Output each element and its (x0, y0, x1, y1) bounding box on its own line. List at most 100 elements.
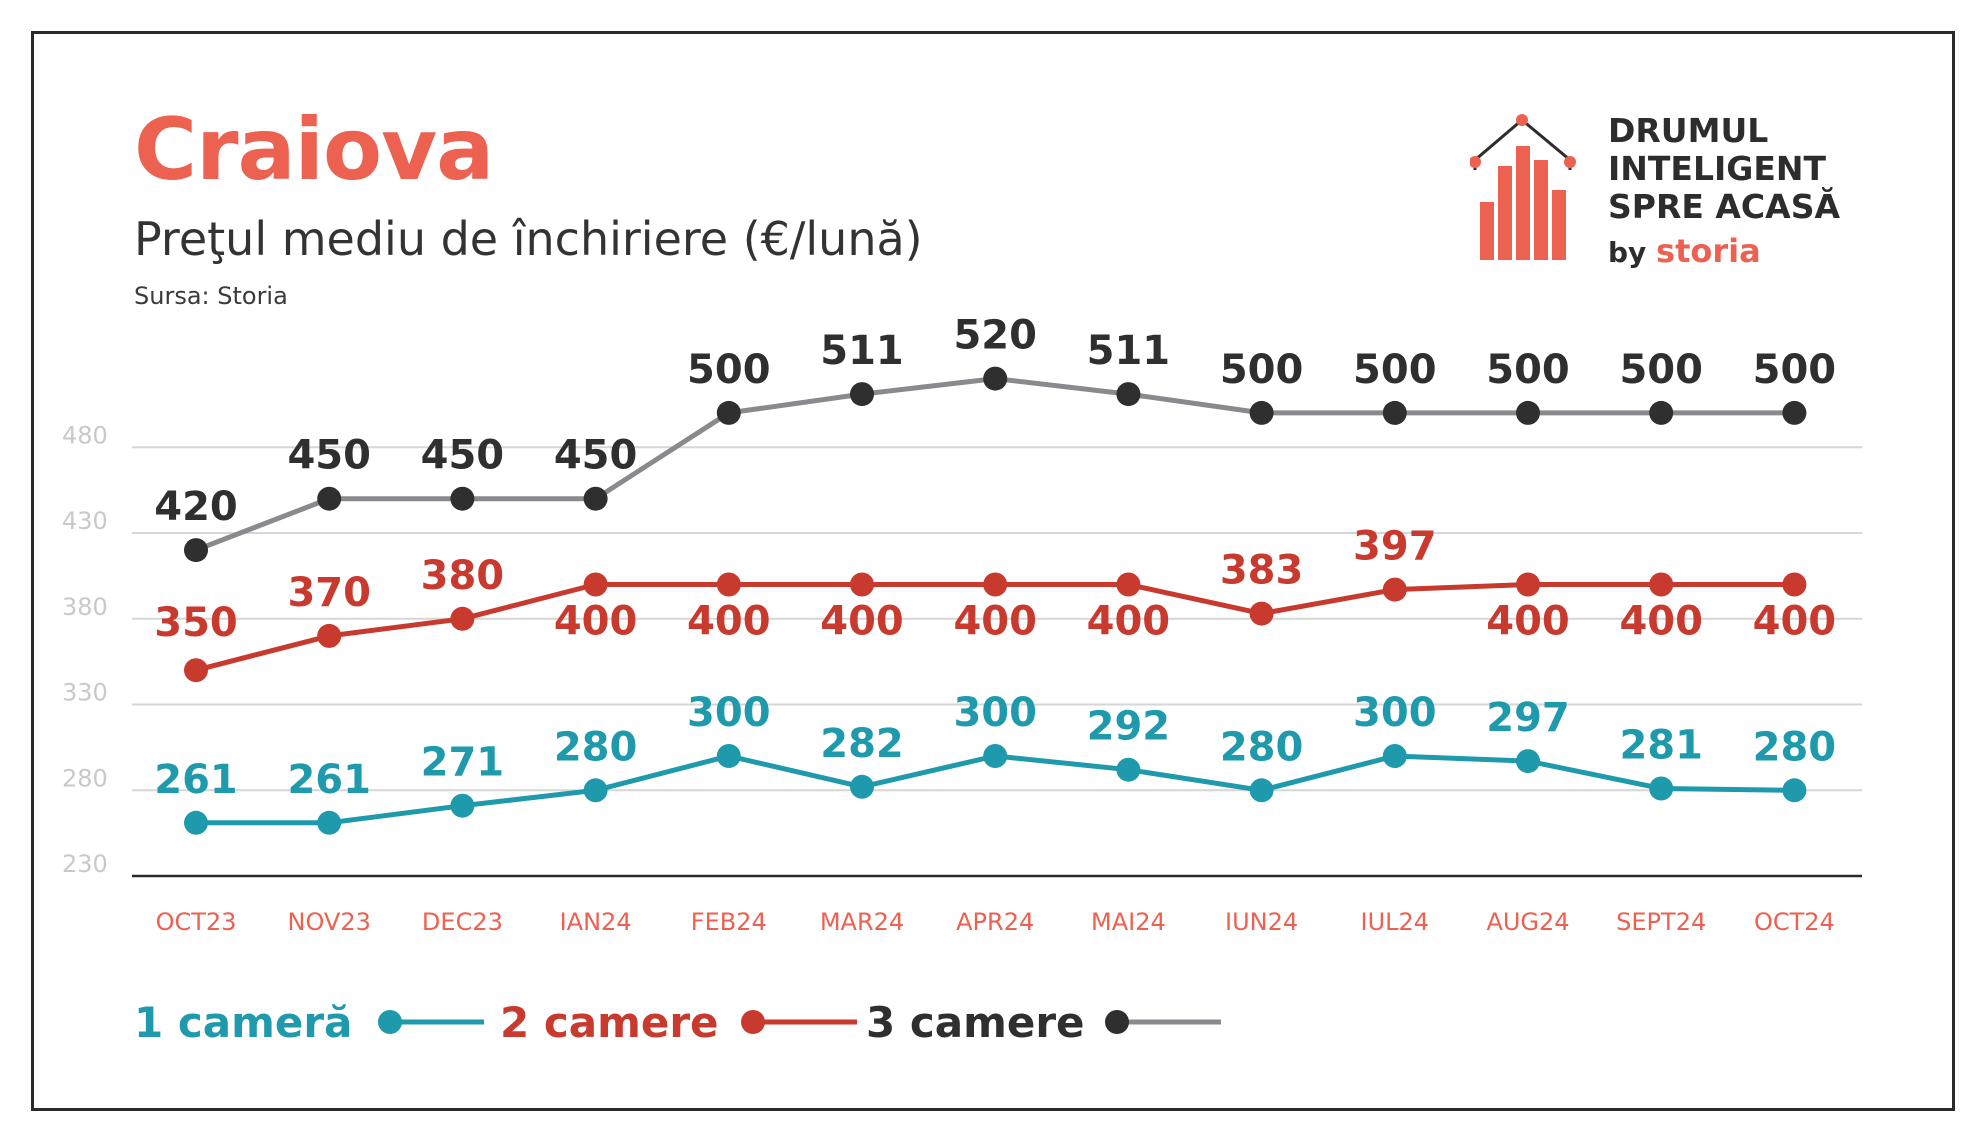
x-tick-label: IUN24 (1225, 908, 1298, 936)
data-point (1516, 572, 1540, 597)
data-point (184, 538, 208, 563)
legend-label-three-rooms: 3 camere (866, 997, 1085, 1047)
data-label: 261 (287, 757, 371, 803)
logo-line-2: INTELIGENT (1608, 149, 1827, 188)
data-point (317, 623, 342, 648)
x-tick-label: IUL24 (1361, 908, 1430, 936)
data-point (583, 486, 608, 511)
y-tick-label: 380 (62, 593, 108, 621)
logo-by: by storia (1608, 232, 1761, 270)
data-point (1782, 400, 1807, 425)
data-label: 350 (154, 600, 238, 646)
chart-subtitle: Preţul mediu de închiriere (€/lună) (134, 212, 923, 266)
data-label: 383 (1220, 548, 1304, 594)
data-label: 300 (953, 690, 1037, 736)
y-tick-label: 330 (62, 679, 108, 707)
data-point (1649, 400, 1674, 425)
legend-two-rooms: 2 camere (500, 992, 859, 1052)
legend-marker-one-room (378, 1010, 485, 1034)
data-label: 450 (421, 433, 505, 479)
data-label: 400 (1486, 599, 1570, 645)
data-label: 282 (820, 721, 904, 767)
data-point (1516, 400, 1540, 425)
data-point (983, 744, 1008, 768)
data-point (850, 572, 874, 597)
data-label: 281 (1619, 723, 1703, 769)
data-label: 500 (1353, 347, 1437, 393)
data-point (1382, 400, 1407, 425)
data-label: 297 (1486, 695, 1570, 741)
data-label: 500 (1486, 347, 1570, 393)
data-label: 400 (687, 599, 771, 645)
data-point (1782, 778, 1807, 803)
data-label: 450 (554, 433, 638, 479)
data-point (1516, 749, 1540, 774)
data-label: 400 (554, 599, 638, 645)
data-label: 500 (687, 347, 771, 393)
data-point (450, 486, 475, 511)
x-tick-label: SEPT24 (1616, 908, 1706, 936)
data-point (184, 810, 208, 835)
data-label: 400 (953, 599, 1037, 645)
data-label: 450 (287, 433, 371, 479)
data-point (1249, 601, 1274, 626)
data-point (1116, 572, 1141, 597)
data-point (716, 572, 741, 597)
data-point (450, 606, 475, 631)
logo-line-1: DRUMUL (1608, 111, 1769, 150)
data-point (850, 382, 874, 407)
data-point (317, 486, 342, 511)
x-tick-label: IAN24 (560, 908, 632, 936)
data-label: 292 (1087, 704, 1171, 750)
data-label: 261 (154, 757, 238, 803)
data-point (983, 366, 1008, 391)
data-point (1649, 776, 1674, 801)
y-tick-label: 230 (62, 850, 108, 878)
data-label: 280 (554, 724, 638, 770)
data-label: 511 (820, 328, 904, 374)
legend-label-two-rooms: 2 camere (500, 997, 719, 1047)
data-point (317, 810, 342, 835)
data-label: 300 (1353, 690, 1437, 736)
data-label: 400 (1619, 599, 1703, 645)
data-point (1116, 757, 1141, 782)
data-point (583, 778, 608, 803)
data-point (1382, 577, 1407, 602)
logo-by-word: by (1608, 236, 1647, 269)
y-tick-label: 430 (62, 507, 108, 535)
x-tick-label: OCT24 (1754, 908, 1835, 936)
x-tick-label: AUG24 (1486, 908, 1569, 936)
x-tick-label: MAI24 (1091, 908, 1166, 936)
data-label: 300 (687, 690, 771, 736)
logo-icon (1470, 114, 1576, 260)
logo-text: DRUMUL INTELIGENT SPRE ACASĂ (1608, 112, 1840, 226)
data-point (184, 658, 208, 683)
data-label: 280 (1753, 724, 1837, 770)
logo-brand: storia (1656, 232, 1761, 270)
data-point (583, 572, 608, 597)
y-tick-label: 480 (62, 421, 108, 449)
legend-marker-two-rooms (740, 1010, 857, 1034)
x-tick-label: DEC23 (422, 908, 503, 936)
data-point (850, 774, 874, 799)
data-label: 370 (287, 570, 371, 616)
data-label: 271 (421, 740, 505, 786)
logo-line-3: SPRE ACASĂ (1608, 187, 1840, 226)
data-label: 380 (421, 553, 505, 599)
data-label: 397 (1353, 524, 1437, 570)
data-label: 400 (1753, 599, 1837, 645)
data-label: 400 (1087, 599, 1171, 645)
data-point (716, 744, 741, 768)
x-tick-label: OCT23 (156, 908, 237, 936)
data-label: 400 (820, 599, 904, 645)
data-point (450, 793, 475, 818)
legend-one-room: 1 cameră (134, 992, 486, 1052)
data-point (1249, 778, 1274, 803)
x-tick-label: NOV23 (288, 908, 371, 936)
legend-label-one-room: 1 cameră (134, 997, 353, 1047)
data-label: 500 (1220, 347, 1304, 393)
data-point (983, 572, 1008, 597)
data-label: 500 (1619, 347, 1703, 393)
data-point (1782, 572, 1807, 597)
